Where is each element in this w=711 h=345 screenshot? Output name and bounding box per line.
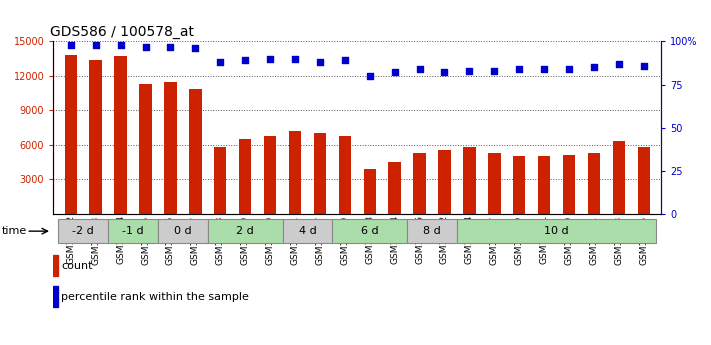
- Point: [65, 42, 77, 48]
- Bar: [314, 134, 326, 214]
- Point: [264, 56, 276, 61]
- Bar: [513, 156, 525, 214]
- Bar: [363, 169, 376, 214]
- Point: [464, 68, 475, 73]
- Bar: [538, 156, 550, 214]
- Bar: [457, 219, 656, 243]
- Point: [513, 66, 525, 72]
- Bar: [58, 219, 108, 243]
- Point: [140, 44, 151, 49]
- Bar: [53, 255, 58, 276]
- Bar: [189, 89, 201, 214]
- Point: [215, 59, 226, 65]
- Point: [588, 65, 599, 70]
- Point: [165, 44, 176, 49]
- Point: [389, 70, 400, 75]
- Bar: [407, 219, 457, 243]
- Bar: [438, 149, 451, 214]
- Point: [339, 58, 351, 63]
- Point: [538, 66, 550, 72]
- Point: [364, 73, 375, 79]
- Bar: [488, 153, 501, 214]
- Bar: [164, 82, 176, 214]
- Point: [314, 59, 326, 65]
- Point: [439, 70, 450, 75]
- Text: count: count: [61, 261, 92, 271]
- Text: -2 d: -2 d: [73, 226, 94, 236]
- Bar: [90, 60, 102, 214]
- Bar: [264, 136, 277, 214]
- Text: GDS586 / 100578_at: GDS586 / 100578_at: [50, 25, 194, 39]
- Text: time: time: [1, 226, 27, 236]
- Bar: [338, 136, 351, 214]
- Bar: [139, 84, 151, 214]
- Bar: [613, 141, 625, 214]
- Point: [190, 46, 201, 51]
- Bar: [53, 286, 58, 307]
- Bar: [388, 162, 401, 214]
- Point: [613, 61, 624, 67]
- Bar: [65, 55, 77, 214]
- Text: 2 d: 2 d: [236, 226, 254, 236]
- Bar: [413, 153, 426, 214]
- Point: [563, 66, 574, 72]
- Text: 4 d: 4 d: [299, 226, 316, 236]
- Text: percentile rank within the sample: percentile rank within the sample: [61, 292, 249, 302]
- Bar: [563, 155, 575, 214]
- Point: [115, 42, 127, 48]
- Point: [638, 63, 649, 68]
- Bar: [638, 147, 650, 214]
- Point: [240, 58, 251, 63]
- Text: 10 d: 10 d: [545, 226, 569, 236]
- Bar: [463, 147, 476, 214]
- Bar: [239, 139, 252, 214]
- Point: [488, 68, 500, 73]
- Point: [90, 42, 102, 48]
- Text: -1 d: -1 d: [122, 226, 144, 236]
- Bar: [208, 219, 282, 243]
- Bar: [114, 56, 127, 214]
- Bar: [108, 219, 158, 243]
- Bar: [214, 147, 227, 214]
- Bar: [282, 219, 332, 243]
- Bar: [289, 131, 301, 214]
- Bar: [158, 219, 208, 243]
- Bar: [588, 153, 600, 214]
- Point: [414, 66, 425, 72]
- Text: 8 d: 8 d: [423, 226, 441, 236]
- Bar: [332, 219, 407, 243]
- Text: 0 d: 0 d: [174, 226, 192, 236]
- Text: 6 d: 6 d: [361, 226, 378, 236]
- Point: [289, 56, 301, 61]
